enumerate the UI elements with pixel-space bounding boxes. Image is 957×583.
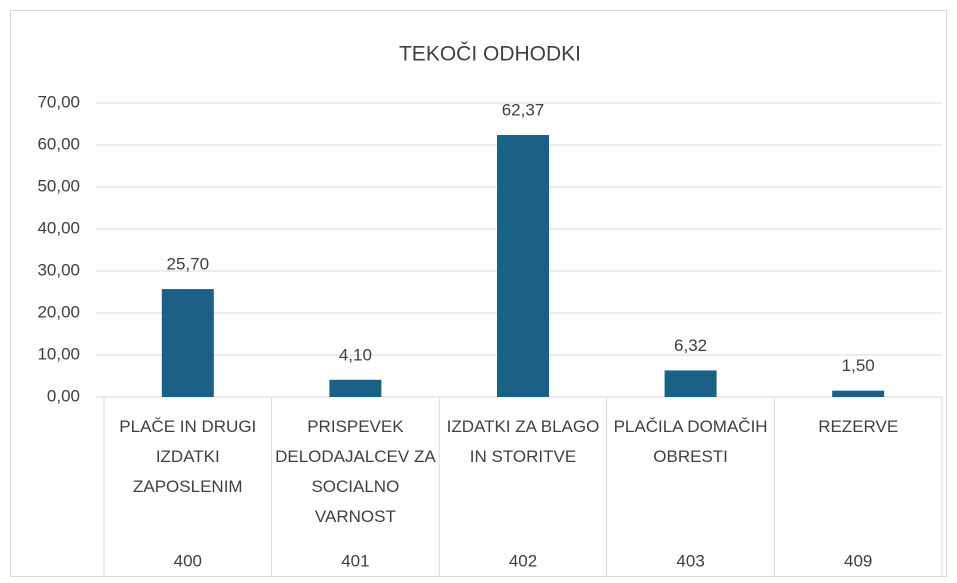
- y-tick-label: 40,00: [37, 218, 80, 237]
- bar: [832, 390, 885, 397]
- data-label: 6,32: [674, 336, 707, 355]
- y-tick-label: 30,00: [37, 260, 80, 279]
- bar: [497, 135, 549, 397]
- bar: [161, 289, 214, 397]
- bar: [329, 379, 382, 397]
- data-label: 1,50: [842, 356, 875, 375]
- bar: [664, 370, 717, 397]
- x-tick-label: PLAČE IN DRUGI IZDATKI ZAPOSLENIM: [119, 417, 257, 496]
- y-tick-label: 50,00: [37, 176, 80, 195]
- y-tick-label: 0,00: [47, 386, 80, 405]
- x-group-label: 409: [844, 551, 872, 570]
- chart-title: TEKOČI ODHODKI: [399, 43, 581, 66]
- x-group-label: 400: [174, 551, 202, 570]
- x-group-label: 403: [676, 551, 704, 570]
- x-tick-label: PLAČILA DOMAČIH OBRESTI: [613, 417, 768, 466]
- x-tick-label: IZDATKI ZA BLAGO IN STORITVE: [446, 417, 600, 466]
- y-tick-label: 70,00: [37, 92, 80, 111]
- x-group-label: 402: [509, 551, 537, 570]
- y-tick-label: 10,00: [37, 344, 80, 363]
- y-tick-label: 20,00: [37, 302, 80, 321]
- x-tick-label: PRISPEVEK DELODAJALCEV ZA SOCIALNO VARNO…: [275, 417, 436, 526]
- data-label: 62,37: [502, 101, 545, 120]
- y-tick-label: 60,00: [37, 134, 80, 153]
- data-label: 4,10: [339, 345, 372, 364]
- x-tick-label: REZERVE: [818, 417, 899, 436]
- data-label: 25,70: [167, 255, 210, 274]
- x-group-label: 401: [341, 551, 369, 570]
